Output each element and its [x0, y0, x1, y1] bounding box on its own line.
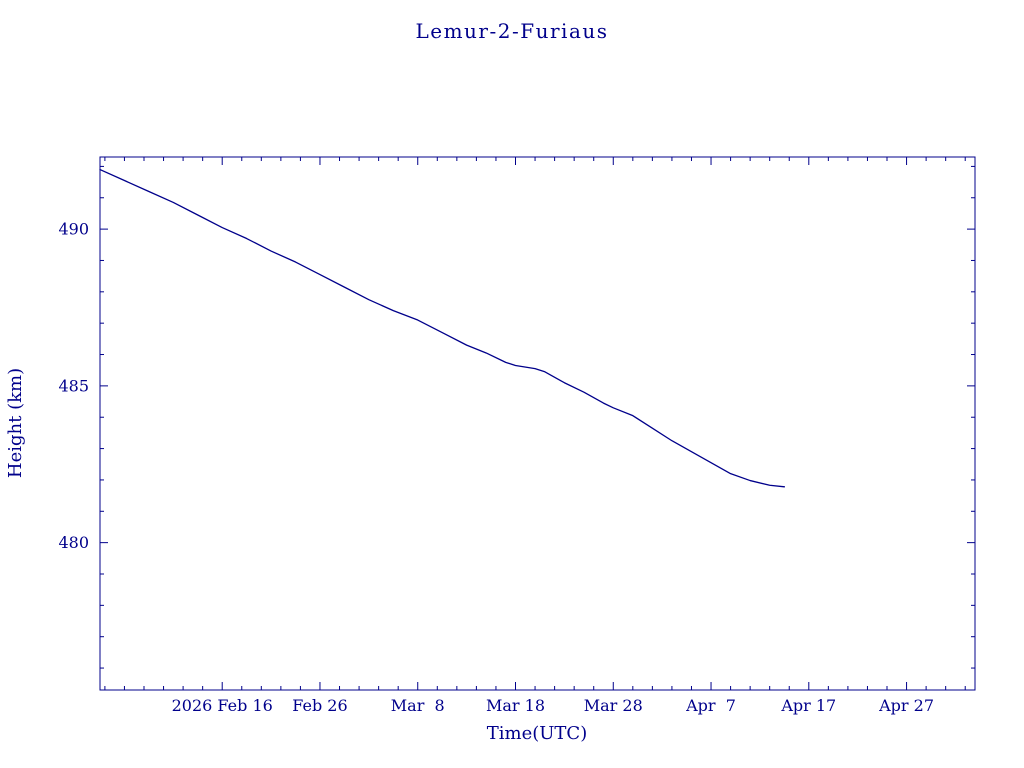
y-axis-tick-labels: 480 485 490	[58, 220, 89, 553]
x-tick-label: 2026 Feb 16	[172, 696, 273, 715]
y-tick-label: 480	[58, 533, 89, 552]
x-tick-label: Mar 28	[584, 696, 643, 715]
x-tick-label: Feb 26	[292, 696, 347, 715]
x-tick-label: Apr 27	[878, 696, 934, 715]
plot-border	[99, 156, 976, 691]
x-tick-label: Mar 8	[391, 696, 445, 715]
x-tick-label: Mar 18	[486, 696, 545, 715]
x-axis-label: Time(UTC)	[487, 723, 587, 744]
height-series-line	[99, 168, 786, 488]
y-tick-label: 490	[58, 220, 89, 239]
chart-title: Lemur-2-Furiaus	[415, 19, 608, 43]
x-axis-tick-labels: 2026 Feb 16 Feb 26 Mar 8 Mar 18 Mar 28 Apr 7 A…	[172, 696, 934, 715]
y-tick-label: 485	[58, 376, 89, 395]
axis-ticks	[100, 157, 975, 690]
x-tick-label: Apr 7	[685, 696, 736, 715]
x-tick-label: Apr 17	[780, 696, 836, 715]
y-axis-label: Height (km)	[5, 368, 26, 478]
